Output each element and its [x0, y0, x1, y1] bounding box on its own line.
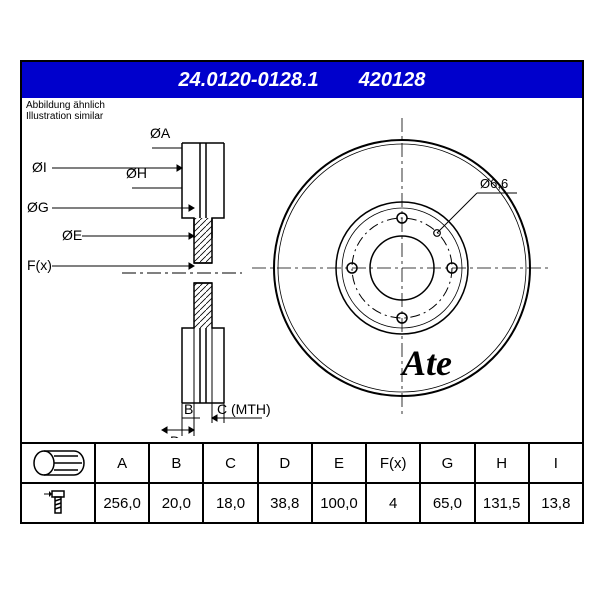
spec-header: D — [259, 444, 311, 484]
dim-D: D — [170, 433, 180, 438]
dim-I: ØI — [32, 159, 47, 175]
spec-header: F(x) — [367, 444, 419, 484]
spec-value: 18,0 — [204, 484, 256, 522]
spec-header: H — [476, 444, 528, 484]
technical-diagram: ØI ØG ØE F(x) ØH ØA — [22, 98, 582, 438]
dim-H: ØH — [126, 165, 147, 181]
spec-col: E100,0 — [313, 444, 367, 522]
spec-col: I13,8 — [530, 444, 582, 522]
drawing-frame: 24.0120-0128.1 420128 Abbildung ähnlich … — [20, 60, 584, 524]
side-view: ØI ØG ØE F(x) ØH ØA — [27, 125, 271, 438]
dim-G: ØG — [27, 199, 49, 215]
dim-E: ØE — [62, 227, 82, 243]
spec-header: G — [421, 444, 473, 484]
spec-col: F(x)4 — [367, 444, 421, 522]
brand-logo: Ate — [402, 342, 452, 384]
vented-disc-icon — [22, 444, 94, 484]
spec-columns: A256,0B20,0C18,0D38,8E100,0F(x)4G65,0H13… — [96, 444, 582, 522]
spec-header: A — [96, 444, 148, 484]
bolt-icon — [22, 484, 94, 522]
dim-A: ØA — [150, 125, 171, 141]
header-bar: 24.0120-0128.1 420128 — [22, 62, 582, 98]
spec-col: C18,0 — [204, 444, 258, 522]
hole-dia-label: Ø6,6 — [480, 176, 508, 191]
spec-col: A256,0 — [96, 444, 150, 522]
spec-col: H131,5 — [476, 444, 530, 522]
dim-C: C (MTH) — [217, 401, 271, 417]
part-number-secondary: 420128 — [359, 69, 426, 92]
dim-B: B — [184, 401, 193, 417]
spec-value: 38,8 — [259, 484, 311, 522]
spec-value: 20,0 — [150, 484, 202, 522]
spec-col: B20,0 — [150, 444, 204, 522]
spec-value: 256,0 — [96, 484, 148, 522]
spec-col: D38,8 — [259, 444, 313, 522]
spec-header: I — [530, 444, 582, 484]
spec-value: 131,5 — [476, 484, 528, 522]
part-number-primary: 24.0120-0128.1 — [179, 69, 319, 92]
spec-header: C — [204, 444, 256, 484]
spec-value: 4 — [367, 484, 419, 522]
spec-header: E — [313, 444, 365, 484]
spec-table: A256,0B20,0C18,0D38,8E100,0F(x)4G65,0H13… — [22, 442, 582, 522]
spec-header: B — [150, 444, 202, 484]
spec-value: 13,8 — [530, 484, 582, 522]
spec-col: G65,0 — [421, 444, 475, 522]
spec-value: 100,0 — [313, 484, 365, 522]
spec-icon-cell — [22, 444, 96, 522]
dim-F: F(x) — [27, 257, 52, 273]
spec-value: 65,0 — [421, 484, 473, 522]
